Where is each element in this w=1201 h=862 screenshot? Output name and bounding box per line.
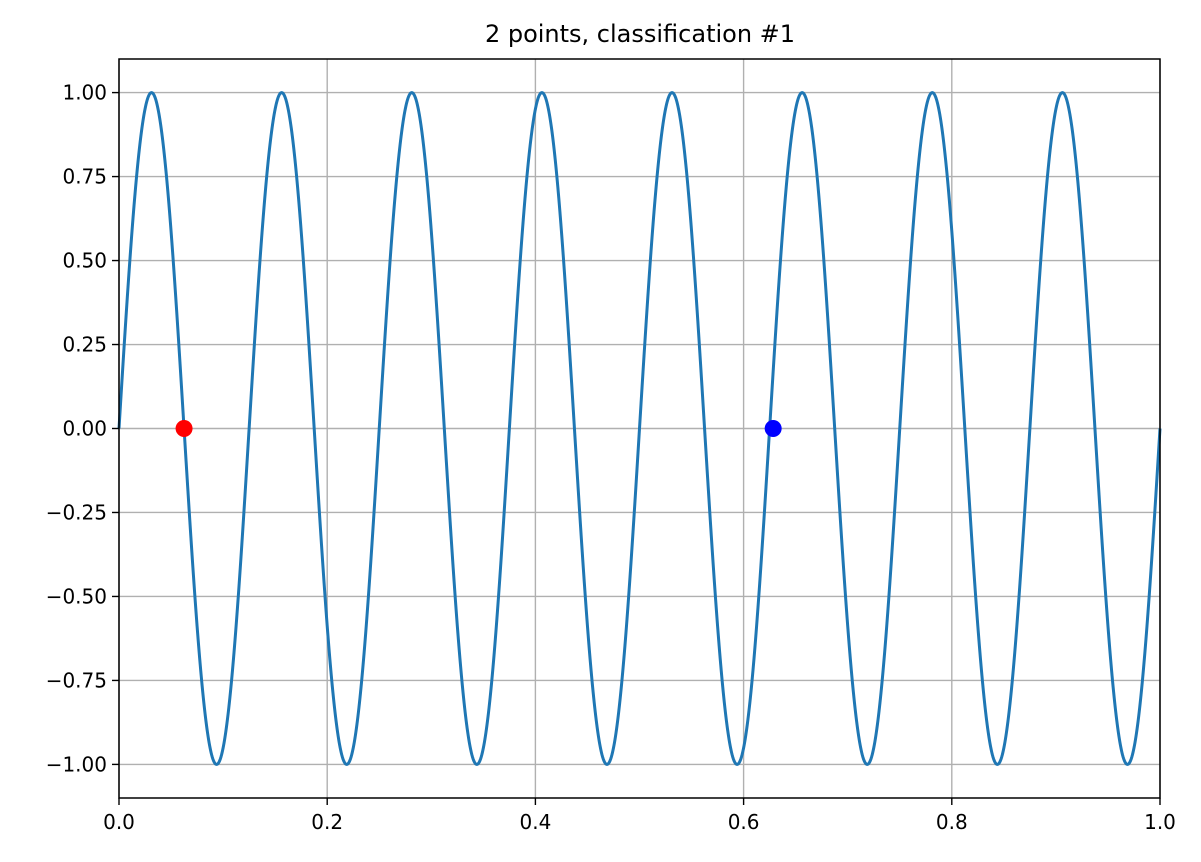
x-tick-label: 0.6 — [728, 810, 760, 834]
y-tick-label: 1.00 — [62, 81, 107, 105]
series-line — [117, 91, 1162, 766]
y-tick-label: 0.75 — [62, 165, 107, 189]
y-tick-label: 0.25 — [62, 333, 107, 357]
x-tick-label: 0.2 — [311, 810, 343, 834]
chart-title: 2 points, classification #1 — [485, 20, 795, 48]
y-axis: 1.00 0.75 0.50 0.25 0.00 −0.25 −0.50 −0.75 −1.00 — [46, 81, 119, 776]
points-layer — [175, 420, 782, 437]
x-tick-label: 1.0 — [1144, 810, 1176, 834]
series-layer — [117, 91, 1162, 766]
y-tick-label: 0.00 — [62, 417, 107, 441]
x-tick-label: 0.0 — [103, 810, 135, 834]
data-point — [175, 420, 193, 437]
y-tick-label: −0.25 — [46, 500, 107, 524]
y-tick-label: 0.50 — [62, 249, 107, 273]
data-point — [764, 420, 782, 437]
x-tick-label: 0.8 — [936, 810, 968, 834]
y-tick-label: −0.75 — [46, 668, 107, 692]
y-tick-label: −1.00 — [46, 752, 107, 776]
x-tick-label: 0.4 — [519, 810, 551, 834]
x-axis: 0.0 0.2 0.4 0.6 0.8 1.0 — [103, 798, 1176, 834]
y-tick-label: −0.50 — [46, 584, 107, 608]
